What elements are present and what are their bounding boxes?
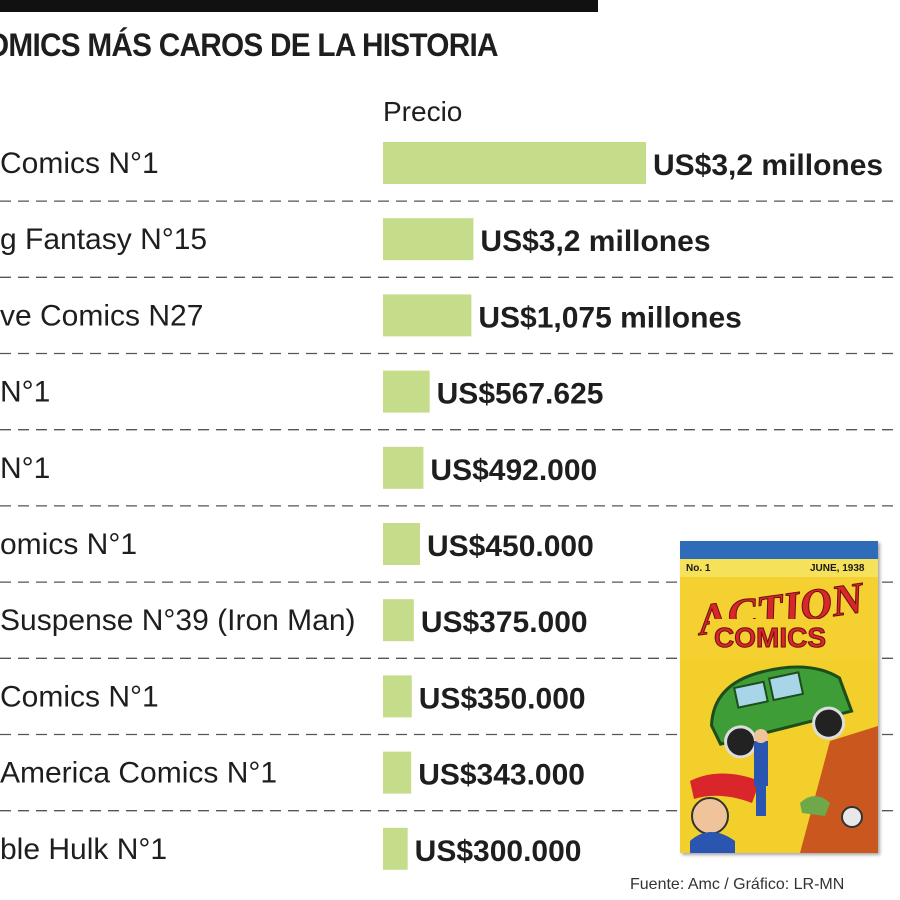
category-label: America Comics N°1 — [0, 757, 277, 790]
cover-illustration: No. 1 JUNE, 1938 ACTION COMICS — [680, 541, 878, 853]
action-comics-cover-image: No. 1 JUNE, 1938 ACTION COMICS — [680, 541, 878, 853]
category-label: N°1 — [0, 452, 50, 485]
bar — [383, 675, 412, 718]
category-label: omics N°1 — [0, 528, 137, 561]
cover-issue: No. 1 — [686, 563, 711, 574]
cover-date: JUNE, 1938 — [810, 563, 865, 574]
bar — [383, 142, 646, 184]
value-label: US$567.625 — [437, 378, 604, 411]
bar — [383, 827, 408, 870]
bar — [383, 218, 474, 261]
category-label: ve Comics N27 — [0, 299, 203, 332]
category-label: Comics N°1 — [0, 680, 159, 713]
bar — [383, 599, 414, 642]
source-note: Fuente: Amc / Gráfico: LR-MN — [630, 876, 845, 893]
bar — [383, 446, 424, 489]
category-label: N°1 — [0, 376, 50, 409]
value-label: US$300.000 — [415, 835, 582, 868]
bar — [383, 294, 472, 337]
value-label: US$3,2 millones — [653, 149, 883, 182]
chart-title: OMICS MÁS CAROS DE LA HISTORIA — [0, 27, 498, 63]
title-bar — [0, 0, 598, 12]
cover-word-comics: COMICS — [714, 622, 826, 653]
value-label: US$450.000 — [427, 530, 594, 563]
value-label: US$375.000 — [421, 606, 588, 639]
category-label: Comics N°1 — [0, 147, 159, 180]
value-label: US$350.000 — [419, 682, 586, 715]
category-label: Suspense N°39 (Iron Man) — [0, 604, 356, 637]
value-label: US$492.000 — [430, 454, 597, 487]
bar — [383, 751, 412, 794]
value-label: US$343.000 — [418, 759, 585, 792]
bar — [383, 523, 420, 565]
category-label: g Fantasy N°15 — [0, 223, 207, 256]
bar — [383, 370, 430, 413]
value-label: US$1,075 millones — [478, 301, 741, 334]
value-label: US$3,2 millones — [480, 225, 710, 258]
price-column-header: Precio — [383, 96, 463, 127]
category-label: ble Hulk N°1 — [0, 833, 167, 866]
